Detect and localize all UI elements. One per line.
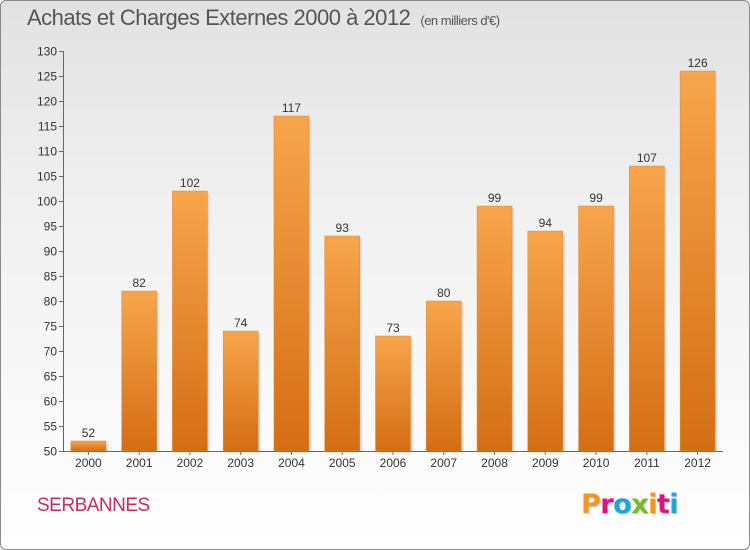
bar-2010 [578,205,614,452]
logo-letter: P [581,489,601,520]
y-tick-label: 120 [37,95,57,109]
data-label-2004: 117 [282,101,301,115]
y-tick-label: 85 [44,270,58,284]
x-tick-label-2012: 2012 [684,456,711,470]
y-tick-label: 95 [44,220,58,234]
bar-2006 [375,335,411,452]
logo-letter: i [669,489,679,520]
y-tick-label: 100 [37,195,57,209]
logo-letter: t [656,489,670,520]
data-label-2011: 107 [637,151,657,165]
y-tick-label: 130 [37,45,57,59]
x-tick-label-2003: 2003 [227,456,254,470]
title-text: Achats et Charges Externes 2000 à 2012 [27,5,411,30]
bar-2012 [679,70,716,452]
data-label-2003: 74 [234,316,248,330]
x-tick-label-2000: 2000 [75,456,102,470]
proxiti-logo[interactable]: Proxiti [581,489,679,520]
x-tick-label-2002: 2002 [177,456,204,470]
x-tick-label-2006: 2006 [380,456,407,470]
data-label-2012: 126 [688,56,708,70]
data-label-2005: 93 [336,221,350,235]
data-label-2008: 99 [488,191,502,205]
bar-2004 [273,115,310,452]
y-tick-label: 80 [44,295,58,309]
logo-letter: x [631,489,649,520]
bar-2003 [222,330,259,452]
y-tick-label: 125 [37,70,57,84]
x-tick-label-2005: 2005 [329,456,356,470]
chart-bars: 52 82 102 74 117 93 73 80 99 94 99 107 126 [70,56,718,452]
y-tick-label: 75 [44,320,58,334]
chart-title: Achats et Charges Externes 2000 à 2012 (e… [27,5,500,31]
chart-axes: 50 55 60 65 70 75 80 85 90 95 100 105 110 115 120 125 13… [37,45,723,470]
y-tick-label: 90 [44,245,58,259]
x-tick-label-2004: 2004 [278,456,305,470]
bar-2000 [70,440,107,452]
x-tick-label-2011: 2011 [634,456,660,470]
data-label-2007: 80 [437,286,451,300]
y-tick-label: 110 [38,145,57,159]
bar-2009 [527,230,564,452]
y-tick-label: 55 [44,420,58,434]
bar-2005 [324,235,360,452]
data-label-2009: 94 [539,216,553,230]
bar-2002 [172,190,208,452]
chart-unit-note: (en milliers d'€) [420,13,500,28]
logo-letter: r [600,489,614,520]
logo-letter: o [613,489,632,520]
y-tick-label: 50 [44,445,58,459]
data-label-2000: 52 [82,426,96,440]
y-tick-label: 70 [44,345,58,359]
data-label-2010: 99 [589,191,603,205]
x-tick-label-2008: 2008 [481,456,508,470]
x-tick-label-2010: 2010 [583,456,610,470]
bar-2001 [121,290,157,452]
x-tick-label-2001: 2001 [126,456,153,470]
logo-letter: i [648,489,657,520]
data-label-2006: 73 [386,321,400,335]
bar-2011 [629,165,665,452]
x-tick-label-2007: 2007 [430,456,457,470]
y-tick-label: 105 [37,170,57,184]
commune-name: SERBANNES [37,495,150,516]
y-tick-label: 60 [44,395,58,409]
data-label-2002: 102 [180,176,200,190]
data-label-2001: 82 [132,276,146,290]
bar-2008 [476,205,513,452]
x-tick-label-2009: 2009 [532,456,559,470]
y-tick-label: 65 [44,370,58,384]
bar-2007 [426,300,462,452]
y-tick-label: 115 [38,120,57,134]
